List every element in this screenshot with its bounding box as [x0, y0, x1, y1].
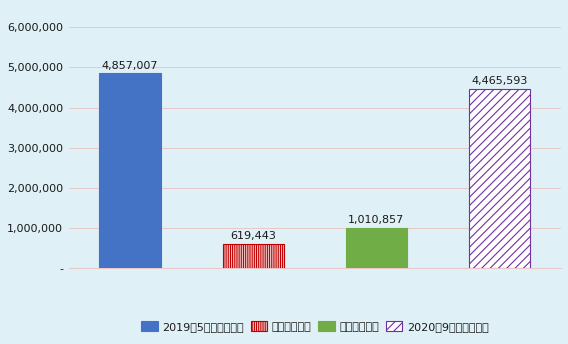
Bar	[345, 228, 407, 268]
Text: 4,857,007: 4,857,007	[102, 61, 158, 71]
Text: 1,010,857: 1,010,857	[348, 215, 404, 225]
Legend: 2019年5月時点企業数, 開業した企業, 廃業した企業, 2020年9月時点企業数: 2019年5月時点企業数, 開業した企業, 廃業した企業, 2020年9月時点企…	[137, 316, 493, 336]
Text: 4,465,593: 4,465,593	[471, 76, 528, 86]
Bar	[469, 89, 531, 268]
Bar	[223, 244, 284, 268]
Bar	[99, 73, 161, 268]
Text: 619,443: 619,443	[231, 231, 276, 241]
